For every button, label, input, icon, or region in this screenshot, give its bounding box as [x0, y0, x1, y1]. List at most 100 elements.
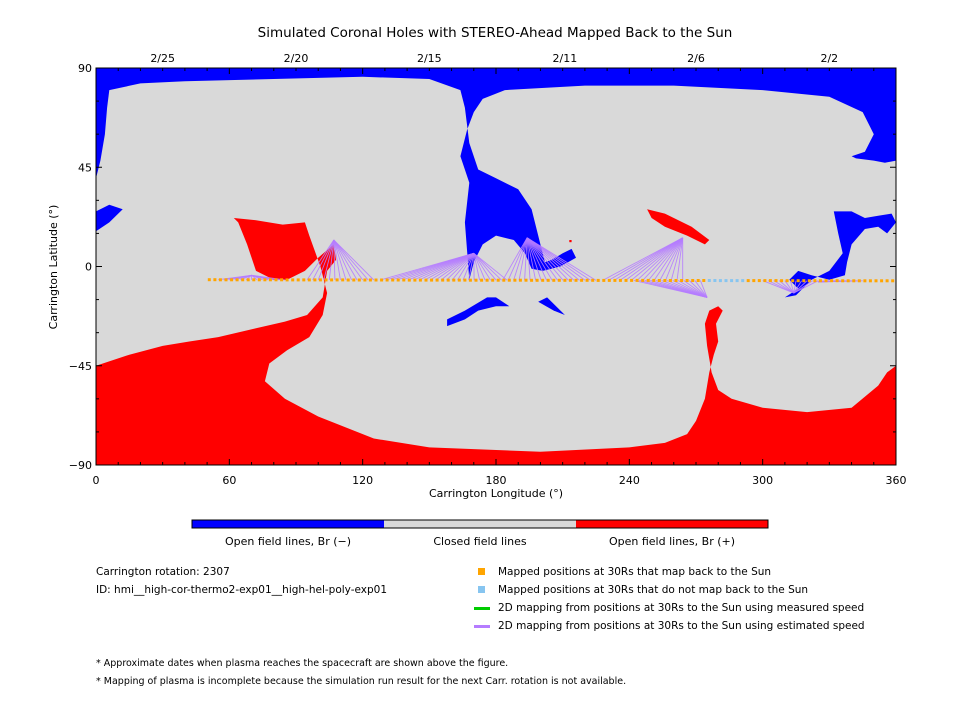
estimated-speed-trace [333, 239, 369, 281]
estimated-speed-trace [473, 253, 481, 281]
estimated-speed-trace [793, 280, 802, 294]
estimated-speed-trace [625, 237, 683, 281]
colorbar: Open field lines, Br (−) Closed field li… [191, 519, 769, 548]
estimated-speed-trace [473, 253, 486, 281]
mapped-point [530, 278, 534, 282]
mapped-point [380, 278, 384, 282]
mapped-point [768, 279, 772, 283]
red-dot-b-region [569, 240, 572, 243]
mapped-point [318, 278, 322, 282]
carrington-rotation-text: Carrington rotation: 2307 [96, 566, 230, 578]
estimated-speed-trace [602, 237, 683, 281]
estimated-speed-trace [642, 237, 684, 281]
mapped-point [268, 278, 272, 282]
y-tick-label: 45 [78, 161, 92, 174]
blue-mid-patch-a-region [447, 297, 510, 327]
estimated-speed-trace [683, 280, 708, 298]
estimated-speed-trace [526, 237, 597, 281]
estimated-speed-trace [676, 237, 684, 281]
mapped-point [780, 279, 784, 283]
estimated-speed-trace [659, 237, 684, 281]
colorbar-label-open-negative: Open field lines, Br (−) [225, 535, 351, 548]
mapped-point [374, 278, 378, 282]
estimated-speed-trace [312, 239, 335, 281]
mapped-point [613, 278, 617, 282]
estimated-speed-trace [677, 280, 708, 298]
mapped-point [235, 278, 239, 282]
mapped-point [241, 278, 245, 282]
mapped-point [646, 278, 650, 282]
top-date-label: 2/20 [284, 52, 309, 65]
y-axis-label: Carrington Latitude (°) [47, 205, 60, 330]
mapped-point [502, 278, 506, 282]
not-mapped-point [735, 279, 739, 283]
mapped-point [891, 279, 895, 283]
estimated-speed-trace [435, 252, 475, 281]
estimated-speed-trace [526, 237, 591, 281]
estimated-speed-trace [473, 252, 502, 281]
mapped-point [830, 279, 834, 283]
mapped-point [246, 278, 250, 282]
mapped-point [441, 278, 445, 282]
mapped-point [574, 278, 578, 282]
mapped-point [546, 278, 550, 282]
x-tick-label: 180 [486, 474, 507, 487]
estimated-speed-trace [424, 252, 475, 281]
mapped-point [446, 278, 450, 282]
mapped-point [685, 279, 689, 282]
purple-line-icon [474, 625, 490, 628]
estimated-speed-trace [507, 237, 528, 281]
estimated-speed-trace [694, 280, 708, 298]
mapped-point [580, 278, 584, 282]
colorbar-label-open-positive: Open field lines, Br (+) [609, 535, 735, 548]
mapped-point [791, 279, 795, 283]
estimated-speed-trace [699, 280, 708, 298]
mapped-point [807, 279, 811, 283]
estimated-speed-trace [446, 252, 475, 281]
estimated-speed-trace [665, 237, 684, 281]
mapped-point [346, 278, 350, 282]
estimated-speed-trace [333, 239, 353, 281]
not-mapped-point [724, 279, 728, 283]
mapped-point [296, 278, 300, 282]
estimated-speed-trace [793, 280, 797, 294]
chart-title: Simulated Coronal Holes with STEREO-Ahea… [258, 25, 733, 41]
estimated-speed-trace [526, 237, 542, 281]
estimated-speed-trace [526, 237, 553, 281]
mapped-point [824, 279, 828, 283]
not-mapped-point [741, 279, 745, 283]
legend-label: Mapped positions at 30Rs that do not map… [498, 584, 809, 596]
legend-label: 2D mapping from positions at 30Rs to the… [498, 602, 865, 614]
colorbar-label-closed: Closed field lines [433, 535, 527, 548]
estimated-speed-trace [773, 280, 795, 294]
mapped-point [452, 278, 456, 282]
mapped-point [230, 278, 234, 282]
estimated-speed-trace [653, 237, 684, 281]
mapped-point [335, 278, 339, 282]
mapped-point [585, 278, 589, 282]
mapped-point [435, 278, 439, 282]
estimated-speed-trace [429, 252, 475, 281]
blue-mid-patch-b-region [538, 297, 565, 315]
estimated-speed-trace [518, 237, 528, 281]
estimated-speed-trace [630, 237, 683, 281]
mapped-point [763, 279, 767, 283]
mapped-point [274, 278, 278, 282]
not-mapped-point [707, 279, 711, 282]
mapped-point [280, 278, 284, 282]
mapped-point [746, 279, 750, 283]
mapped-point [385, 278, 389, 282]
mapped-point [330, 278, 334, 282]
mapped-point [696, 279, 700, 282]
estimated-speed-trace [333, 239, 375, 281]
estimated-speed-trace [333, 239, 347, 281]
top-date-label: 2/6 [687, 52, 705, 65]
estimated-speed-trace [688, 280, 708, 298]
red-south-polar-boundary-region [96, 218, 896, 465]
mapped-point [618, 278, 622, 282]
mapped-point [207, 278, 211, 282]
mapped-point [363, 278, 367, 282]
mapped-point [341, 278, 345, 282]
x-axis-label: Carrington Longitude (°) [429, 487, 563, 500]
